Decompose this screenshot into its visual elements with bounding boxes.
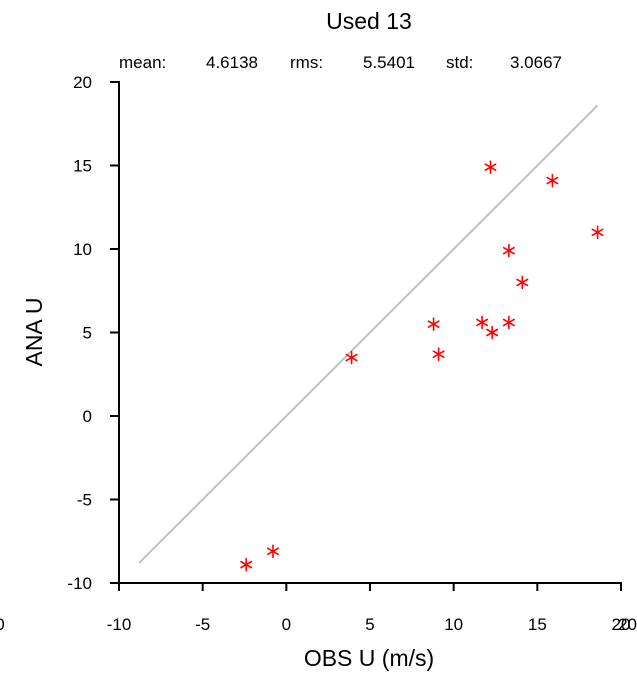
y-ticks: -10 -5 0 5 10 15 20 [67, 73, 119, 593]
y-axis-label: ANA U [21, 297, 47, 366]
stat-std-label: std: [446, 53, 473, 72]
data-point [591, 225, 604, 240]
data-point [484, 160, 497, 174]
x-tick-label: -10 [107, 615, 132, 634]
x-tick-label: 10 [444, 615, 463, 634]
data-point [266, 544, 279, 559]
data-points [240, 160, 604, 572]
data-point [240, 557, 253, 572]
x-ticks: -10 -5 0 5 10 15 20 [107, 583, 631, 634]
stat-mean-label: mean: [119, 53, 166, 72]
data-point [432, 347, 445, 362]
stat-rms-value: 5.5401 [363, 53, 415, 72]
data-point [345, 350, 358, 365]
stats-line: mean: 4.6138 rms: 5.5401 std: 3.0667 [119, 53, 562, 72]
data-point [546, 173, 559, 188]
x-tick-label: 0 [282, 615, 291, 634]
data-point [486, 325, 499, 340]
y-tick-label: -10 [67, 574, 92, 593]
y-tick-label: 15 [73, 157, 92, 176]
data-point [502, 315, 515, 330]
x-tick-label: 5 [365, 615, 374, 634]
data-point [476, 315, 489, 330]
y-tick-label: -5 [77, 491, 92, 510]
x-axis-clipped-left-label: 0 [0, 615, 5, 634]
stat-std-value: 3.0667 [510, 53, 562, 72]
x-tick-label: -5 [195, 615, 210, 634]
data-point [427, 317, 440, 331]
data-point [516, 275, 529, 290]
y-tick-label: 0 [83, 407, 92, 426]
x-axis-clipped-right-label: 20 [618, 615, 637, 634]
y-tick-label: 5 [83, 324, 92, 343]
stat-mean-value: 4.6138 [206, 53, 258, 72]
x-tick-label: 20 [612, 615, 631, 634]
chart-title: Used 13 [326, 8, 412, 34]
x-axis-label: OBS U (m/s) [304, 645, 434, 671]
reference-line [138, 104, 599, 564]
stat-rms-label: rms: [290, 53, 323, 72]
y-tick-label: 20 [73, 73, 92, 92]
y-tick-label: 10 [73, 240, 92, 259]
x-tick-label: 15 [528, 615, 547, 634]
data-point [502, 243, 515, 258]
